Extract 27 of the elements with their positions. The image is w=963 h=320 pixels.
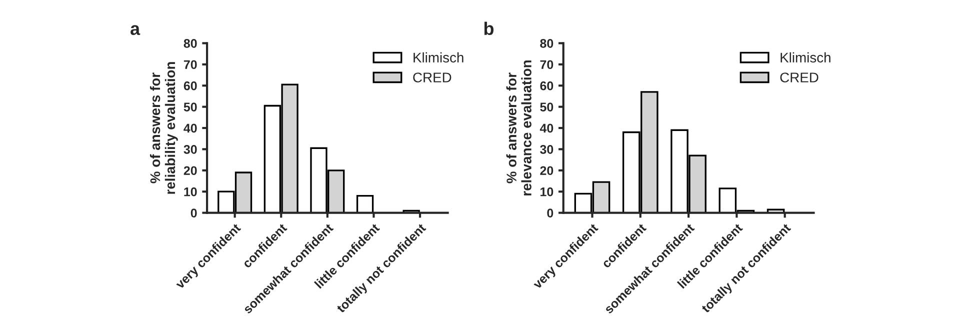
y-tick-label: 70 [184, 60, 197, 70]
y-tick-label: 10 [184, 187, 197, 196]
legend-label: CRED [780, 72, 818, 82]
y-tick-label: 10 [540, 187, 554, 196]
y-tick-label: 20 [184, 166, 197, 176]
y-axis-title: % of answers for reliability evaluation [150, 62, 178, 194]
y-tick-label: 30 [184, 145, 197, 154]
y-tick-label: 30 [540, 145, 554, 154]
y-tick-label: 20 [540, 166, 554, 176]
y-tick-label: 50 [540, 102, 554, 112]
y-axis-title: % of answers for relevance evaluation [506, 60, 532, 196]
chart-title: a [130, 25, 140, 36]
y-tick-label: 80 [184, 39, 197, 48]
chart-title: b [484, 22, 494, 36]
y-tick-label: 50 [184, 102, 197, 112]
y-tick-label: 60 [184, 81, 197, 90]
y-tick-label: 0 [190, 208, 197, 218]
legend-label: Klimisch [780, 52, 830, 63]
y-tick-label: 40 [540, 124, 554, 133]
legend-label: CRED [413, 72, 452, 82]
y-tick-label: 0 [547, 208, 554, 218]
y-tick-label: 80 [540, 39, 554, 48]
y-tick-label: 60 [540, 81, 554, 90]
legend-label: Klimisch [414, 52, 464, 63]
y-tick-label: 40 [184, 124, 197, 133]
bar [356, 195, 374, 213]
y-tick-label: 70 [540, 60, 554, 70]
